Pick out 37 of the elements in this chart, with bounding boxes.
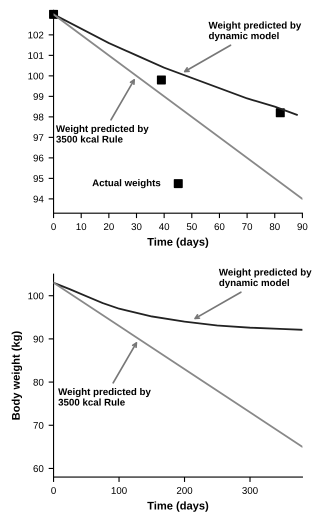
annotation: Weight predicted by dynamic model bbox=[218, 268, 312, 288]
y-tick-label: 95 bbox=[33, 175, 44, 182]
x-tick-label: 70 bbox=[242, 223, 252, 230]
annotation: Weight predicted by 3500 kcal Rule bbox=[58, 388, 151, 406]
y-tick-label: 101 bbox=[28, 52, 44, 59]
x-tick-label: 50 bbox=[186, 223, 197, 230]
y-tick-label: 60 bbox=[34, 465, 44, 472]
annotation: Weight predicted by dynamic model bbox=[208, 22, 302, 42]
y-tick-label: 100 bbox=[28, 72, 44, 80]
x-tick-label: 40 bbox=[158, 223, 170, 230]
y-tick-label: 102 bbox=[28, 32, 44, 38]
x-tick-label: 0 bbox=[51, 487, 56, 494]
x-tick-label: 20 bbox=[104, 223, 114, 230]
y-tick-label: 90 bbox=[33, 336, 44, 343]
y-tick-label: 70 bbox=[34, 422, 44, 429]
x-tick-label: 300 bbox=[242, 487, 258, 494]
x-tick-label: 60 bbox=[214, 223, 224, 230]
legend-label: Actual weights bbox=[92, 179, 160, 188]
x-tick-label: 30 bbox=[131, 223, 142, 230]
x-tick-label: 90 bbox=[297, 223, 308, 230]
y-tick-label: 99 bbox=[33, 93, 44, 100]
x-tick-label: 0 bbox=[51, 223, 56, 230]
x-tick-label: 10 bbox=[76, 223, 86, 230]
x-tick-label: 80 bbox=[270, 223, 280, 230]
x-axis-title: Time (days) bbox=[147, 238, 208, 248]
annotation: Weight predicted by 3500 kcal Rule bbox=[56, 124, 149, 143]
x-tick-label: 200 bbox=[176, 487, 192, 494]
y-axis-title: Body weight (kg) bbox=[12, 331, 22, 420]
y-tick-label: 97 bbox=[33, 134, 44, 141]
y-tick-label: 96 bbox=[33, 154, 44, 162]
y-tick-label: 94 bbox=[33, 196, 44, 202]
x-axis-title: Time (days) bbox=[147, 501, 208, 512]
y-tick-label: 98 bbox=[33, 114, 44, 120]
y-tick-label: 100 bbox=[28, 292, 44, 300]
x-tick-label: 100 bbox=[112, 487, 127, 494]
point bbox=[156, 75, 166, 84]
y-tick-label: 80 bbox=[33, 378, 44, 386]
